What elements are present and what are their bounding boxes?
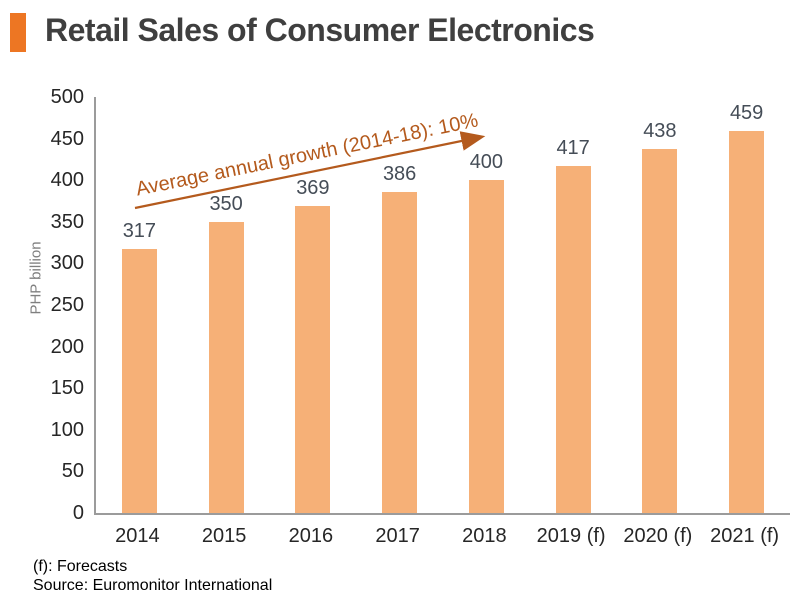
bar-2019f — [555, 166, 591, 513]
bar-value-label: 438 — [643, 119, 677, 142]
bar-2015 — [208, 221, 244, 513]
y-tick-450: 450 — [50, 127, 84, 150]
y-tick-0: 0 — [72, 502, 84, 524]
source-attribution: Source: Euromonitor International — [33, 577, 273, 594]
y-tick-300: 300 — [50, 252, 84, 275]
y-tick-400: 400 — [50, 169, 84, 192]
y-axis-tick-labels: 0 50 100 150 200 250 300 350 400 450 500 — [0, 0, 84, 604]
y-tick-50: 50 — [61, 460, 84, 483]
y-tick-100: 100 — [50, 418, 84, 441]
x-label-2019f: 2019 (f) — [536, 525, 606, 547]
bar-2017 — [382, 191, 418, 513]
bar-value-label: 400 — [469, 151, 504, 174]
bar-2021f — [729, 131, 765, 513]
bar-2018 — [468, 180, 504, 513]
x-label-2017: 2017 — [375, 525, 420, 547]
y-tick-150: 150 — [50, 377, 84, 400]
bar-value-label: 417 — [556, 137, 590, 160]
plot-area: Average annual growth (2014-18): 10% 317… — [94, 97, 790, 515]
bar-value-label: 459 — [729, 102, 764, 125]
bar-value-label: 369 — [296, 177, 330, 199]
x-axis-category-labels: 2014 2015 2016 2017 2018 2019 (f) 2020 (f) 2021… — [94, 524, 788, 550]
y-tick-500: 500 — [50, 86, 84, 108]
growth-trend-arrow — [134, 131, 486, 210]
x-label-2018: 2018 — [462, 525, 507, 547]
y-tick-250: 250 — [50, 294, 84, 316]
bar-2020f — [642, 148, 678, 513]
x-label-2021f: 2021 (f) — [710, 525, 780, 547]
y-tick-200: 200 — [50, 335, 84, 358]
bar-value-label: 317 — [122, 220, 157, 243]
bar-value-label: 386 — [382, 162, 417, 185]
x-label-2014: 2014 — [115, 525, 160, 547]
bar-2014 — [121, 249, 157, 513]
chart-title: Retail Sales of Consumer Electronics — [45, 12, 595, 48]
title-accent-bar — [10, 13, 26, 52]
footnote-forecasts: (f): Forecasts — [33, 558, 128, 575]
y-tick-350: 350 — [50, 210, 84, 233]
bar-2016 — [295, 206, 331, 513]
bar-value-label: 350 — [209, 192, 243, 215]
x-label-2016: 2016 — [288, 525, 334, 547]
x-label-2015: 2015 — [201, 525, 247, 547]
x-label-2020f: 2020 (f) — [623, 525, 693, 547]
